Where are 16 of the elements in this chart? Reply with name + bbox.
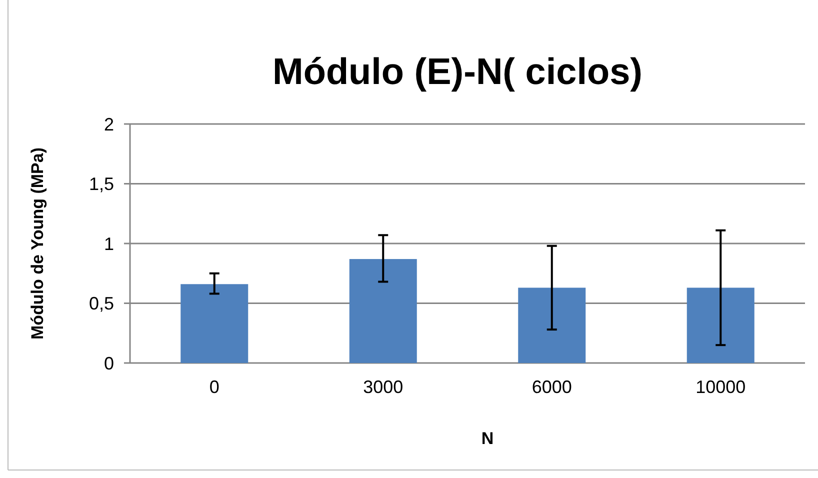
y-axis-title: Módulo de Young (MPa) — [28, 147, 47, 340]
y-tick-label: 0 — [104, 353, 114, 374]
y-tick-label: 1,5 — [88, 174, 114, 194]
x-axis-title: N — [481, 429, 494, 448]
bar — [518, 288, 586, 363]
x-tick-label: 10000 — [696, 377, 746, 397]
bar — [180, 284, 248, 363]
chart-title: Módulo (E)-N( ciclos) — [272, 51, 642, 92]
y-tick-label: 0,5 — [88, 294, 114, 314]
x-tick-label: 0 — [209, 377, 220, 397]
y-tick-label: 2 — [104, 114, 114, 134]
bar — [686, 288, 754, 363]
bar — [349, 259, 417, 363]
x-tick-label: 3000 — [363, 377, 404, 397]
y-tick-label: 1 — [104, 234, 114, 254]
x-tick-label: 6000 — [532, 377, 572, 397]
